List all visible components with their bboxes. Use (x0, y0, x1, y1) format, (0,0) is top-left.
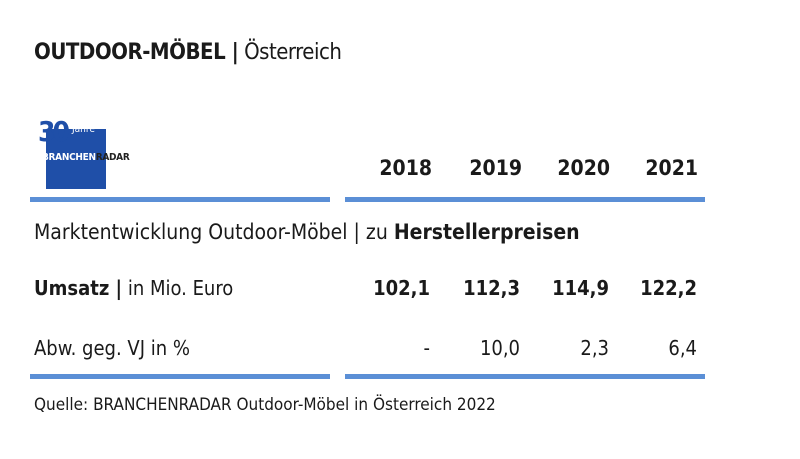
table-cell: 10,0 (479, 336, 520, 360)
page-title: OUTDOOR-MÖBEL | Österreich (34, 40, 342, 65)
divider (30, 197, 330, 202)
source-note: Quelle: BRANCHENRADAR Outdoor-Möbel in Ö… (34, 395, 496, 415)
table-cell: 6,4 (668, 336, 697, 360)
logo-jahre: Jahre (72, 124, 95, 135)
subtitle: Marktentwicklung Outdoor-Möbel | zu Hers… (34, 220, 580, 244)
table-cell: 112,3 (463, 276, 520, 300)
year-header: 2020 (557, 156, 610, 180)
table-cell: 102,1 (373, 276, 430, 300)
year-header: 2019 (469, 156, 522, 180)
year-header: 2021 (645, 156, 698, 180)
table-cell: - (423, 336, 431, 360)
divider (345, 197, 705, 202)
row-label: Umsatz | in Mio. Euro (34, 276, 234, 300)
table-cell: 2,3 (580, 336, 609, 360)
divider (30, 374, 330, 379)
row-label: Abw. geg. VJ in % (34, 336, 190, 360)
title-bold: OUTDOOR-MÖBEL | (34, 40, 239, 65)
table-cell: 114,9 (552, 276, 609, 300)
table-cell: 122,2 (640, 276, 697, 300)
divider (345, 374, 705, 379)
year-header: 2018 (379, 156, 432, 180)
title-rest: Österreich (238, 40, 342, 65)
logo-brand: BRANCHENRADAR (42, 152, 130, 163)
logo-number: 30 (38, 115, 70, 148)
branchenradar-logo: 30 Jahre BRANCHENRADAR (38, 118, 158, 190)
